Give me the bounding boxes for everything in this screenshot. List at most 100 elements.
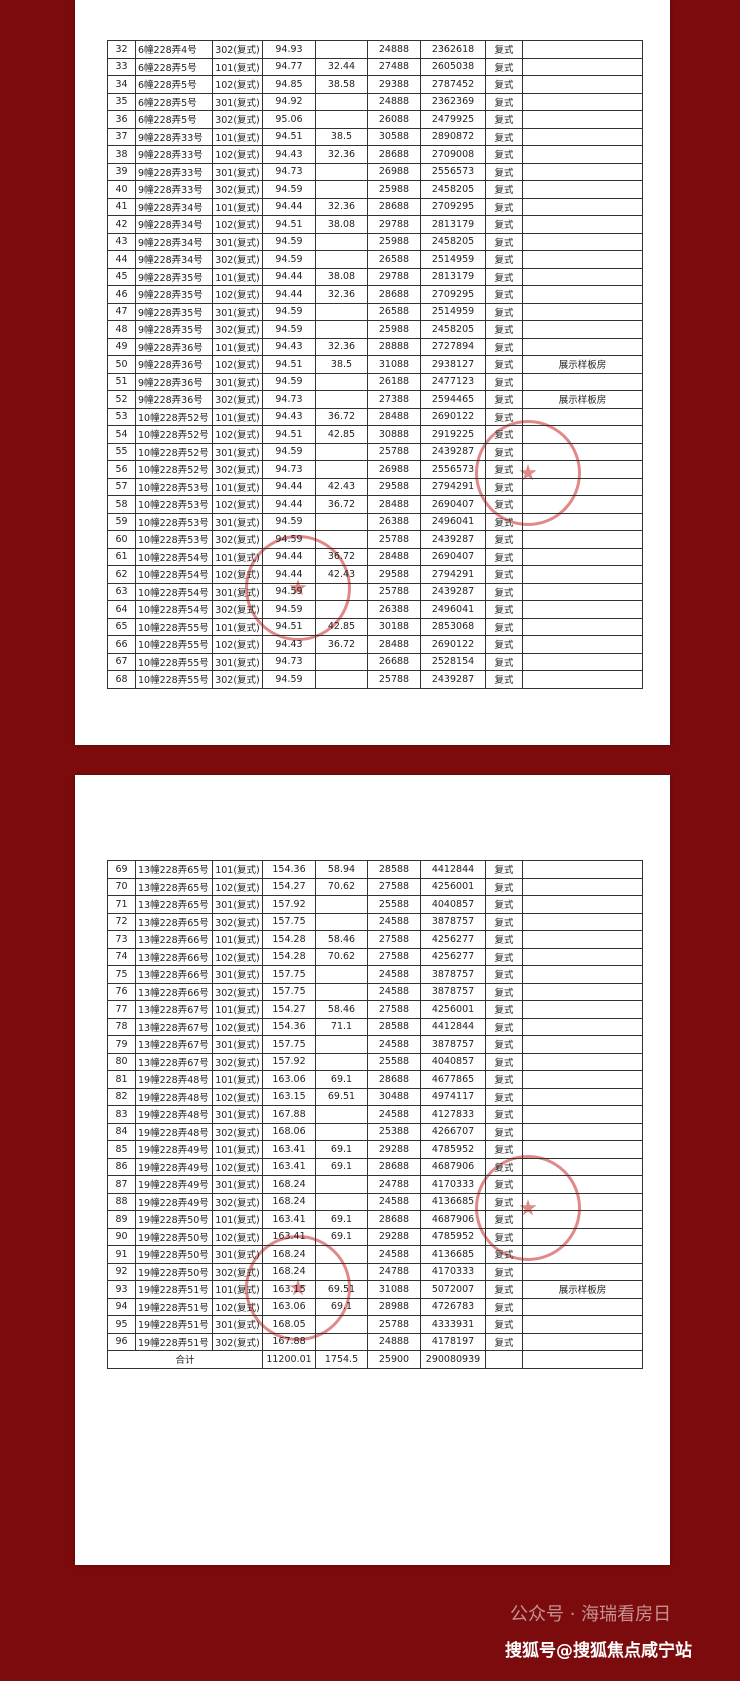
cell: 复式 [485,425,523,444]
cell: 302(复式) [212,40,263,59]
cell: 301(复式) [212,442,263,461]
table-row: 56 10幢228弄52号 302(复式) 94.73 26988 2556573 复式 [107,460,643,479]
cell: 复式 [485,670,523,689]
cell: 301(复式) [212,92,263,111]
cell: 90 [107,1227,136,1246]
cell: 2496041 [420,512,486,531]
table-row: 52 9幢228弄36号 302(复式) 94.73 27388 2594465 复式 展示样… [107,390,643,409]
table-row: 36 6幢228弄5号 302(复式) 95.06 26088 2479925 复式 [107,110,643,129]
cell: 复式 [485,512,523,531]
cell: 36.72 [315,495,368,514]
cell: 67 [107,652,136,671]
cell: 301(复式) [212,162,263,181]
cell: 展示样板房 [522,390,643,409]
cell: 30588 [367,127,421,146]
cell [522,1035,643,1054]
cell: 2813179 [420,215,486,234]
cell: 复式 [485,355,523,374]
cell: 3878757 [420,1035,486,1054]
cell: 302(复式) [212,110,263,129]
cell: 4687906 [420,1157,486,1176]
cell: 24588 [367,1192,421,1211]
cell: 43 [107,232,136,251]
cell: 9幢228弄34号 [135,197,213,216]
cell: 38.08 [315,267,368,286]
cell [522,320,643,339]
cell: 88 [107,1192,136,1211]
cell: 复式 [485,1227,523,1246]
cell [522,1262,643,1281]
table-row: 90 19幢228弄50号 102(复式) 163.41 69.1 29288 478595… [107,1227,643,1246]
cell: 2690122 [420,407,486,426]
cell: 32 [107,40,136,59]
cell: 301(复式) [212,652,263,671]
cell: 19幢228弄48号 [135,1087,213,1106]
cell: 26988 [367,460,421,479]
table-row: 40 9幢228弄33号 302(复式) 94.59 25988 2458205 复式 [107,180,643,199]
cell: 69.1 [315,1210,368,1229]
cell [315,965,368,984]
cell [315,162,368,181]
cell: 28688 [367,1157,421,1176]
table-row: 84 19幢228弄48号 302(复式) 168.06 25388 4266707 复式 [107,1122,643,1141]
cell: 2813179 [420,267,486,286]
cell [522,495,643,514]
table-row: 67 10幢228弄55号 301(复式) 94.73 26688 2528154 复式 [107,652,643,671]
cell: 28488 [367,635,421,654]
cell: 102(复式) [212,425,263,444]
cell: 86 [107,1157,136,1176]
cell: 29288 [367,1227,421,1246]
cell: 4256001 [420,1000,486,1019]
cell: 复式 [485,1245,523,1264]
cell: 10幢228弄53号 [135,477,213,496]
cell: 复式 [485,75,523,94]
table-row: 48 9幢228弄35号 302(复式) 94.59 25988 2458205 复式 [107,320,643,339]
cell: 163.41 [262,1210,316,1229]
cell [522,337,643,356]
cell [522,565,643,584]
cell: 301(复式) [212,1245,263,1264]
cell: 24588 [367,965,421,984]
cell: 102(复式) [212,1087,263,1106]
cell: 102(复式) [212,877,263,896]
cell: 4127833 [420,1105,486,1124]
cell: 157.75 [262,965,316,984]
cell: 4412844 [420,860,486,879]
cell: 复式 [485,250,523,269]
cell: 复式 [485,302,523,321]
cell: 2514959 [420,302,486,321]
cell: 36.72 [315,407,368,426]
cell: 301(复式) [212,1175,263,1194]
cell: 6幢228弄5号 [135,75,213,94]
cell: 4136685 [420,1245,486,1264]
cell: 82 [107,1087,136,1106]
cell: 94.59 [262,670,316,689]
cell: 168.24 [262,1262,316,1281]
cell: 302(复式) [212,600,263,619]
cell [522,1297,643,1316]
cell: 94.51 [262,355,316,374]
cell: 9幢228弄35号 [135,285,213,304]
cell: 复式 [485,1140,523,1159]
cell [315,582,368,601]
cell [522,232,643,251]
cell: 25788 [367,670,421,689]
cell: 复式 [485,860,523,879]
cell: 94.73 [262,162,316,181]
cell: 复式 [485,1280,523,1299]
cell [315,1105,368,1124]
cell: 2709295 [420,285,486,304]
cell: 157.92 [262,895,316,914]
cell [522,1315,643,1334]
cell: 30488 [367,1087,421,1106]
cell: 54 [107,425,136,444]
table-row: 53 10幢228弄52号 101(复式) 94.43 36.72 28488 269012… [107,407,643,426]
cell: 2919225 [420,425,486,444]
cell: 74 [107,947,136,966]
cell [315,1332,368,1351]
cell: 复式 [485,1035,523,1054]
cell: 38.08 [315,215,368,234]
cell: 101(复式) [212,617,263,636]
cell: 94.44 [262,495,316,514]
cell: 36.72 [315,635,368,654]
